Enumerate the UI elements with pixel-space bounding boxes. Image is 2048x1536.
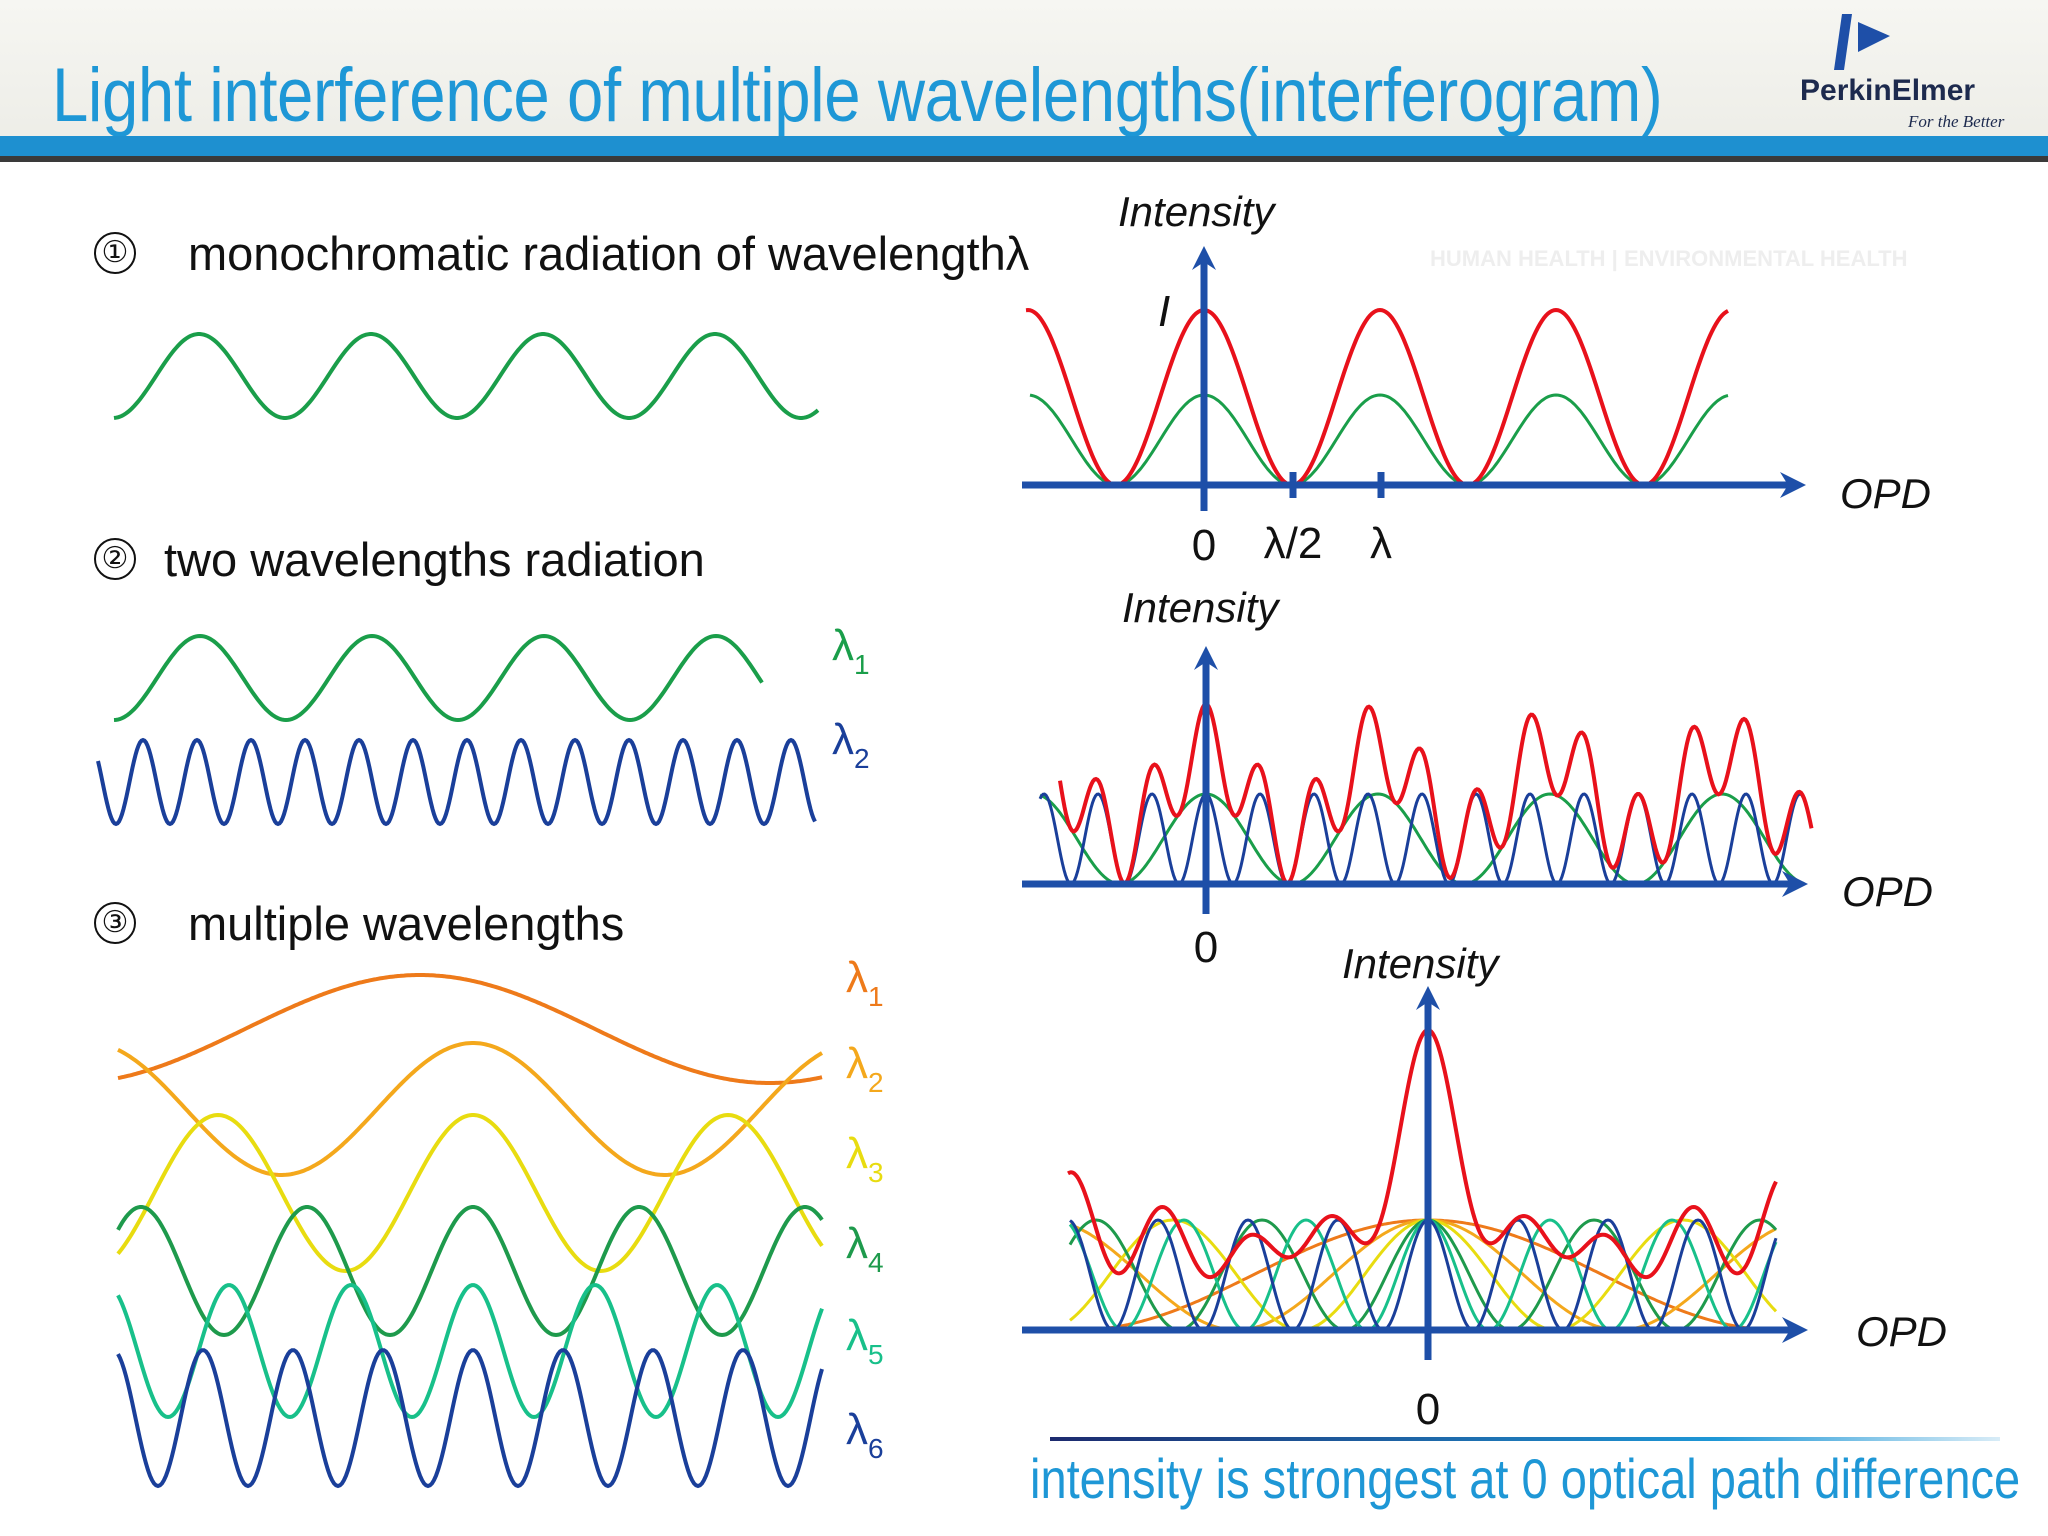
plot2-curve-navy	[1038, 792, 1805, 886]
header-bar	[0, 0, 2048, 160]
interferogram-curves	[1025, 307, 1814, 1332]
section-2-number: ②	[94, 537, 136, 580]
plot2-y-label: Intensity	[1122, 584, 1281, 631]
logo-name: PerkinElmer	[1800, 74, 1976, 107]
plot2-tick-label-0: 0	[1194, 923, 1218, 972]
plot1-y-label: Intensity	[1118, 188, 1277, 235]
wave-mono	[113, 332, 820, 420]
plot3-curve-red	[1067, 1027, 1778, 1280]
label-multi-lambda1: λ1	[846, 953, 884, 1012]
plot1-tick-label-lambda: λ	[1370, 519, 1392, 568]
label-multi-lambda5: λ5	[846, 1311, 884, 1370]
plot1-x-label: OPD	[1840, 470, 1931, 517]
title-underline-shadow	[0, 156, 2048, 162]
label-two-lambda2: λ2	[832, 715, 870, 774]
wavelength-labels: λ1 λ2 λ1 λ2 λ3 λ4 λ5 λ6	[832, 621, 884, 1464]
wave-multi-6	[116, 1348, 824, 1489]
footer-divider	[1050, 1437, 2000, 1441]
wave-lambda2	[96, 737, 817, 827]
plot2-curve-green	[1039, 792, 1805, 886]
wave-multi-4	[116, 1205, 824, 1338]
section-2-heading: ② two wavelengths radiation	[94, 532, 705, 587]
watermark-text: HUMAN HEALTH | ENVIRONMENTAL HEALTH	[1430, 246, 1908, 271]
section-1-number: ①	[94, 231, 136, 274]
logo-tagline: For the Better	[1908, 112, 2005, 131]
plot2-curve-red	[1058, 702, 1814, 886]
wave-multi-3	[116, 1112, 824, 1274]
wavelength-waves	[96, 332, 824, 1489]
plot3-x-label: OPD	[1856, 1308, 1947, 1355]
plot1-tick-label-0: 0	[1192, 521, 1216, 570]
wave-multi-5	[116, 1283, 824, 1420]
company-logo: PerkinElmer For the Better	[1800, 12, 2004, 132]
logo-mark-icon	[1834, 14, 1890, 70]
section-1-text: monochromatic radiation of wavelengthλ	[188, 227, 1030, 280]
label-multi-lambda3: λ3	[846, 1129, 884, 1188]
plot1-tick-label-half-lambda: λ/2	[1264, 519, 1323, 568]
plot1-curve-red	[1025, 307, 1729, 488]
plot1-curve-green	[1029, 393, 1729, 487]
plot1-peak-label: I	[1158, 287, 1170, 336]
title-underline	[0, 136, 2048, 156]
plot3-tick-label-0: 0	[1416, 1385, 1440, 1434]
plot3-curve-lambda2	[1069, 1218, 1777, 1332]
plot1-x-arrow-icon	[1780, 472, 1806, 498]
label-two-lambda1: λ1	[832, 621, 870, 680]
wave-multi-2	[117, 1041, 824, 1177]
wave-multi-1	[117, 973, 823, 1085]
section-2-text: two wavelengths radiation	[164, 533, 705, 586]
plot2-x-label: OPD	[1842, 868, 1933, 915]
plot3-y-arrow-icon	[1416, 986, 1440, 1010]
section-3-text: multiple wavelengths	[188, 897, 625, 950]
label-multi-lambda2: λ2	[846, 1039, 884, 1098]
section-3-number: ③	[94, 901, 136, 944]
section-1-heading: ① monochromatic radiation of wavelengthλ	[94, 226, 1029, 281]
plot2-y-arrow-icon	[1194, 646, 1218, 670]
label-multi-lambda6: λ6	[846, 1405, 884, 1464]
plot3-x-arrow-icon	[1782, 1317, 1808, 1343]
label-multi-lambda4: λ4	[846, 1219, 884, 1278]
footer-caption: intensity is strongest at 0 optical path…	[1030, 1447, 2021, 1510]
plot3-curve-lambda6	[1069, 1218, 1778, 1332]
page-title: Light interference of multiple wavelengt…	[52, 53, 1663, 138]
plot2-x-arrow-icon	[1782, 871, 1808, 897]
wave-lambda1	[113, 633, 764, 723]
plot-axes	[1022, 246, 1808, 1360]
plot1-y-arrow-icon	[1192, 246, 1216, 270]
axis-labels: Intensity OPD I 0 λ/2 λ Intensity OPD 0 Intensity…	[1118, 188, 1947, 1434]
section-3-heading: ③ multiple wavelengths	[94, 896, 624, 951]
plot3-y-label: Intensity	[1342, 940, 1501, 987]
